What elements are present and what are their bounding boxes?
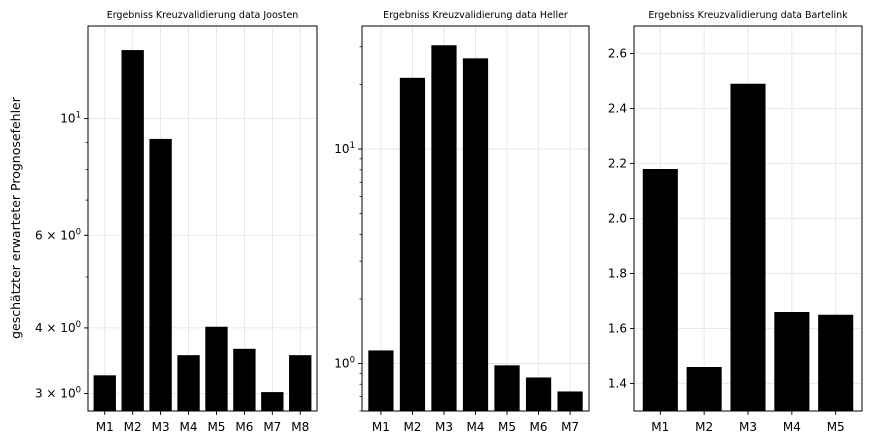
y-tick-label: 1.6 [608, 322, 627, 336]
x-tick-label-m4: M4 [783, 420, 801, 434]
x-tick-label-m6: M6 [235, 420, 253, 434]
bar-m6 [233, 348, 256, 411]
bar-m7 [557, 391, 583, 411]
x-tick-label-m1: M1 [96, 420, 114, 434]
y-tick-label: 3 × 100 [35, 386, 81, 401]
bar-m2 [686, 367, 722, 411]
x-tick-label-m3: M3 [152, 420, 170, 434]
x-tick-label-m5: M5 [498, 420, 516, 434]
y-tick-label: 4 × 100 [35, 320, 81, 335]
bar-m5 [818, 314, 854, 411]
x-tick-label-m2: M2 [695, 420, 713, 434]
x-tick-label-m4: M4 [180, 420, 198, 434]
x-tick-label-m7: M7 [263, 420, 281, 434]
bar-m1 [368, 350, 394, 411]
y-tick-label: 101 [60, 111, 81, 126]
x-tick-label-m3: M3 [435, 420, 453, 434]
bar-m8 [289, 355, 312, 411]
bar-m5 [494, 365, 520, 411]
y-tick-label: 1.8 [608, 267, 627, 281]
x-tick-label-m1: M1 [372, 420, 390, 434]
bar-m5 [205, 326, 228, 411]
bar-m4 [177, 355, 200, 411]
plot-frame [361, 25, 590, 412]
x-tick-label-m2: M2 [124, 420, 142, 434]
y-axis-label: geschätzter erwarteter Prognosefehler [8, 96, 23, 339]
bar-m7 [261, 392, 284, 411]
bar-m6 [525, 377, 552, 411]
chart-panel-joosten: 3 × 100 4 × 100 6 × 100 101 M1 M2 M3 M4 M5 M6 M7 M8… [35, 10, 318, 434]
plot-frame [633, 25, 863, 412]
bar-m3 [431, 45, 457, 412]
x-tick-label-m5: M5 [207, 420, 225, 434]
bar-m2 [121, 50, 144, 411]
chart-title-joosten: Ergebniss Kreuzvalidierung data Joosten [107, 10, 299, 21]
x-tick-label-m2: M2 [403, 420, 421, 434]
chart-title-bartelink: Ergebniss Kreuzvalidierung data Bartelin… [648, 10, 848, 21]
y-tick-label: 101 [334, 141, 355, 156]
x-tick-label-m7: M7 [561, 420, 579, 434]
bar-m1 [93, 375, 116, 411]
bar-m3 [149, 138, 172, 411]
y-tick-label: 2.0 [608, 212, 627, 226]
y-tick-label: 100 [334, 355, 355, 370]
chart-title-heller: Ergebniss Kreuzvalidierung data Heller [383, 10, 568, 21]
plot-frame [87, 25, 318, 412]
bar-m4 [462, 58, 489, 411]
bar-m3 [730, 83, 766, 411]
y-tick-label: 2.2 [608, 157, 627, 171]
bar-m1 [642, 169, 678, 411]
bar-m4 [774, 312, 810, 411]
y-tick-label: 6 × 100 [35, 227, 81, 242]
x-tick-label-m1: M1 [651, 420, 669, 434]
x-tick-label-m4: M4 [467, 420, 485, 434]
x-tick-label-m8: M8 [291, 420, 309, 434]
y-tick-label: 1.4 [608, 377, 627, 391]
x-tick-label-m6: M6 [530, 420, 548, 434]
chart-panel-heller: 100 101 M1 M2 M3 M4 M5 M6 M7 Ergebniss Kreuzvalid… [334, 10, 590, 434]
y-tick-label: 2.4 [608, 102, 627, 116]
y-tick-label: 2.6 [608, 47, 627, 61]
bar-m2 [399, 77, 426, 411]
chart-panel-bartelink: 1.4 1.6 1.8 2.0 2.2 2.4 2.6 M1 M2 M3 M4 M5 Ergebniss… [608, 10, 863, 434]
x-tick-label-m5: M5 [827, 420, 845, 434]
x-tick-label-m3: M3 [739, 420, 757, 434]
